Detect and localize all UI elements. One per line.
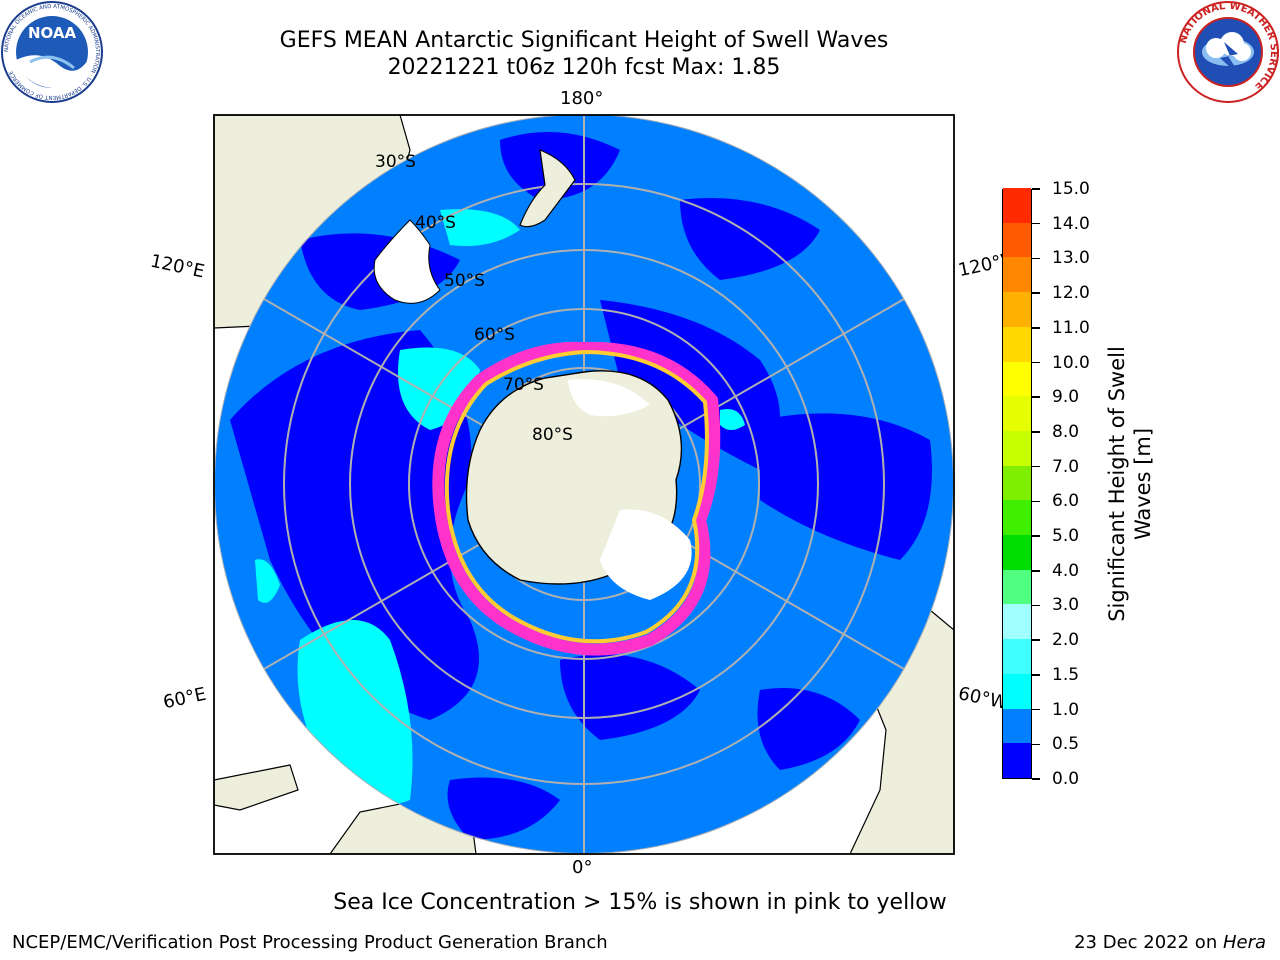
colorbar-tick <box>1032 222 1040 225</box>
colorbar-tick <box>1032 431 1040 433</box>
colorbar-segment <box>1003 395 1031 431</box>
colorbar-tick-label: 9.0 <box>1052 387 1080 408</box>
colorbar-tick-label: 3.0 <box>1052 595 1080 616</box>
plot-title: GEFS MEAN Antarctic Significant Height o… <box>279 28 889 53</box>
nws-logo: NATIONAL WEATHER SERVICE <box>1177 1 1279 103</box>
colorbar-tick <box>1032 188 1040 190</box>
lat-label-60s: 60°S <box>474 325 515 345</box>
sea-ice <box>432 341 721 656</box>
colorbar-tick-label: 0.0 <box>1052 769 1080 789</box>
colorbar-segment <box>1003 222 1031 258</box>
colorbar-tick-label: 12.0 <box>1052 283 1090 304</box>
colorbar-tick <box>1032 500 1040 503</box>
colorbar-tick <box>1032 396 1040 398</box>
colorbar-segment <box>1003 708 1031 744</box>
colorbar-segment <box>1003 638 1031 674</box>
colorbar-tick <box>1032 257 1040 260</box>
colorbar-tick <box>1032 674 1040 676</box>
colorbar-tick-label: 2.0 <box>1052 630 1080 651</box>
colorbar-tick-label: 7.0 <box>1052 456 1080 477</box>
colorbar-segment <box>1003 673 1031 709</box>
footer-machine: Hera <box>1222 932 1266 953</box>
colorbar-segment <box>1003 326 1031 362</box>
colorbar-tick <box>1032 639 1040 641</box>
tasmania-region <box>373 219 441 304</box>
colorbar-segment <box>1003 534 1031 570</box>
ice-shelf-weddell <box>600 509 692 600</box>
colorbar-segment <box>1003 603 1031 640</box>
colorbar-tick-label: 11.0 <box>1052 317 1090 338</box>
colorbar-tick-label: 4.0 <box>1052 560 1080 581</box>
colorbar-tick-label: 15.0 <box>1052 179 1090 199</box>
colorbar-title-line1: Significant Height of Swell <box>1105 346 1129 622</box>
colorbar-segment <box>1003 742 1031 778</box>
colorbar-segment <box>1003 187 1031 223</box>
colorbar-tick-label: 8.0 <box>1052 421 1080 442</box>
colorbar-tick-label: 1.0 <box>1052 699 1080 720</box>
colorbar-tick <box>1032 708 1040 711</box>
colorbar-tick <box>1032 465 1040 468</box>
colorbar-tick-label: 10.0 <box>1052 352 1090 373</box>
lat-label-40s: 40°S <box>415 213 456 233</box>
footer-date: 23 Dec 2022 on Hera <box>1074 932 1266 953</box>
colorbar-segment <box>1003 361 1031 397</box>
lat-label-80s: 80°S <box>532 425 573 445</box>
colorbar-tick <box>1032 327 1040 329</box>
colorbar-tick-label: 5.0 <box>1052 526 1080 547</box>
colorbar-title-line2: Waves [m] <box>1131 427 1155 541</box>
noaa-logo: NOAA NATIONAL OCEANIC AND ATMOSPHERIC AD… <box>1 1 103 103</box>
footer-date-text: 23 Dec 2022 on <box>1074 932 1223 953</box>
colorbar-segment <box>1003 569 1031 605</box>
lat-label-70s: 70°S <box>503 375 544 395</box>
noaa-logo-text: NOAA <box>28 24 77 42</box>
colorbar-segment <box>1003 430 1031 466</box>
lon-label-180: 180° <box>560 88 604 109</box>
colorbar-tick <box>1032 535 1040 537</box>
colorbar-tick-label: 0.5 <box>1052 734 1080 755</box>
colorbar-tick <box>1032 570 1040 572</box>
lat-label-30s: 30°S <box>375 152 416 172</box>
sea-ice-note: Sea Ice Concentration > 15% is shown in … <box>333 890 947 915</box>
lat-label-50s: 50°S <box>444 271 485 291</box>
colorbar-segment <box>1003 256 1031 293</box>
colorbar-tick-label: 1.5 <box>1052 664 1080 685</box>
plot-subtitle: 20221221 t06z 120h fcst Max: 1.85 <box>387 55 781 80</box>
colorbar-segment <box>1003 499 1031 536</box>
ice-shelf-ross <box>568 379 650 417</box>
colorbar <box>1002 187 1032 779</box>
colorbar-segment <box>1003 291 1031 327</box>
colorbar-tick <box>1032 361 1040 364</box>
colorbar-tick <box>1032 778 1040 780</box>
colorbar-tick <box>1032 604 1040 607</box>
colorbar-tick <box>1032 292 1040 294</box>
colorbar-tick-label: 6.0 <box>1052 491 1080 512</box>
swell-patches-low <box>230 132 932 840</box>
colorbar-title: Significant Height of Swell Waves [m] <box>1104 346 1156 622</box>
lon-label-0: 0° <box>572 857 593 878</box>
map-frame <box>213 114 955 855</box>
new-zealand <box>519 149 576 228</box>
footer-credit: NCEP/EMC/Verification Post Processing Pr… <box>12 932 608 953</box>
colorbar-tick-label: 13.0 <box>1052 248 1090 269</box>
colorbar-segment <box>1003 465 1031 501</box>
colorbar-tick <box>1032 743 1040 746</box>
colorbar-tick-label: 14.0 <box>1052 213 1090 234</box>
